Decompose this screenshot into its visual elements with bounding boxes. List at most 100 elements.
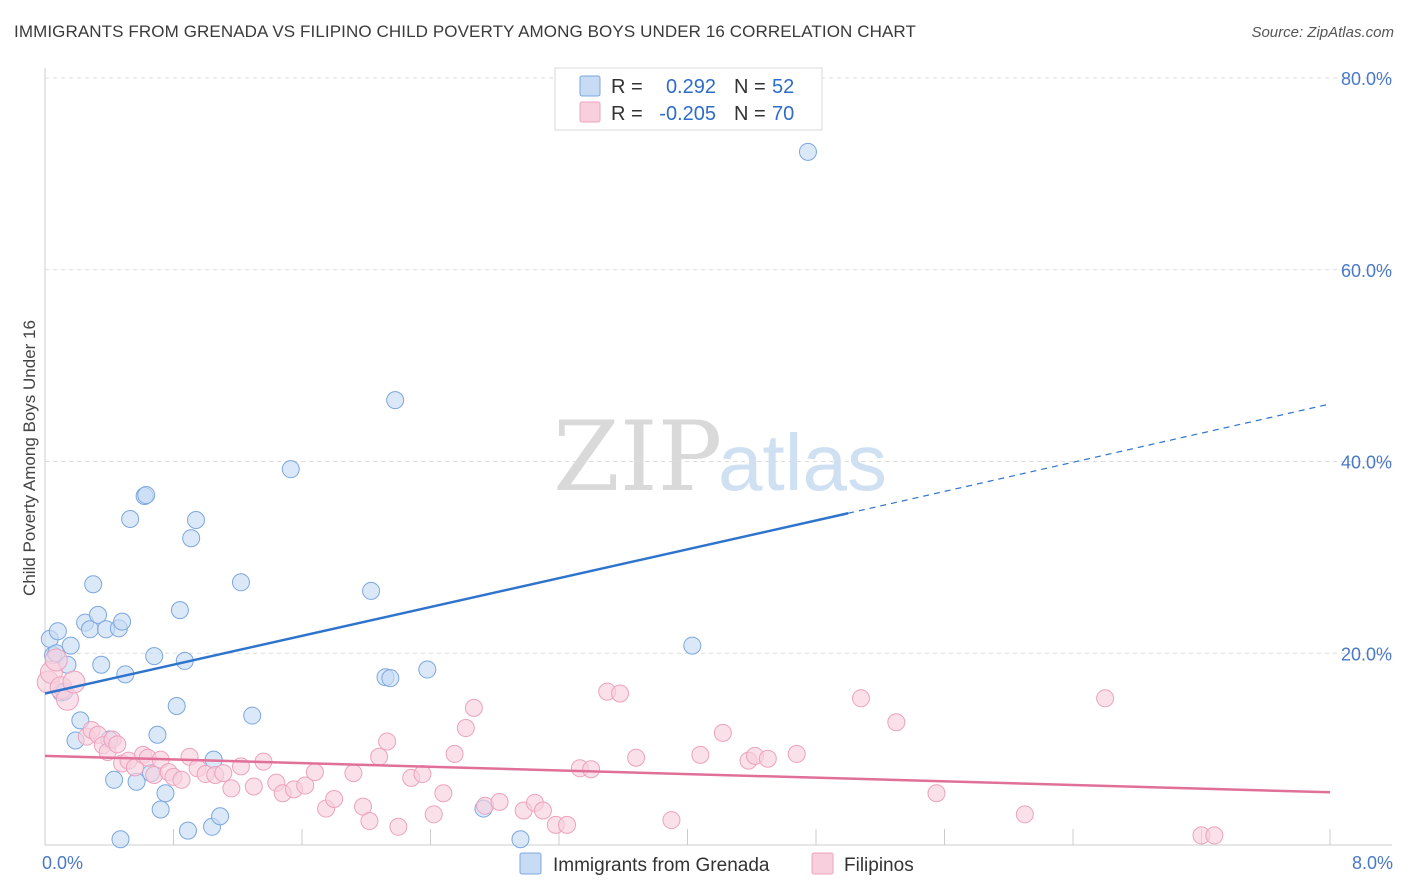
- y-tick-label-3: 80.0%: [1341, 69, 1392, 89]
- filipinos-point: [44, 648, 68, 672]
- grenada-point: [48, 622, 67, 641]
- filipinos-point: [378, 732, 397, 751]
- grenada-point: [84, 575, 103, 594]
- trend-line-grenada: [44, 512, 849, 695]
- watermark-zip: ZIP: [553, 401, 722, 513]
- filipinos-point: [434, 784, 453, 803]
- y-tick-label-1: 40.0%: [1341, 453, 1392, 473]
- grenada-point: [89, 605, 108, 624]
- legend-r-value-filipinos: -0.205: [659, 103, 716, 125]
- trend-line-filipinos: [44, 754, 1331, 794]
- trend-line-grenada-extension: [847, 403, 1331, 514]
- grenada-point: [231, 573, 250, 592]
- x-tick-labels: 0.0% 8.0%: [42, 853, 1393, 873]
- x-tick-label-1: 8.0%: [1352, 853, 1393, 873]
- grenada-point: [511, 830, 530, 849]
- legend: R = 0.292 N = 52 R = -0.205 N = 70: [554, 67, 823, 131]
- grenada-point: [151, 800, 170, 819]
- filipinos-point: [445, 744, 464, 763]
- bottom-legend-label-grenada: Immigrants from Grenada: [553, 855, 770, 876]
- filipinos-point: [490, 792, 509, 811]
- filipinos-point: [214, 764, 233, 783]
- grenada-point: [798, 142, 817, 161]
- filipinos-point: [758, 749, 777, 768]
- grenada-point: [381, 669, 400, 688]
- filipinos-point: [305, 763, 324, 782]
- filipinos-point: [1015, 805, 1034, 824]
- grenada-point: [170, 601, 189, 620]
- grenada-point: [683, 636, 702, 655]
- legend-n-label-filipinos: N =: [734, 103, 766, 125]
- legend-swatch-grenada: [579, 75, 601, 97]
- grenada-point: [137, 486, 156, 505]
- grenada-point: [281, 460, 300, 479]
- grid-lines: [45, 77, 1392, 654]
- grenada-point: [186, 510, 205, 529]
- filipinos-point: [627, 748, 646, 767]
- filipinos-point: [108, 735, 127, 754]
- filipinos-point: [558, 815, 577, 834]
- legend-swatch-filipinos: [579, 101, 601, 123]
- bottom-legend: Immigrants from Grenada Filipinos: [519, 852, 914, 876]
- legend-r-label-filipinos: R =: [611, 103, 643, 125]
- filipinos-point: [611, 684, 630, 703]
- grenada-point: [92, 655, 111, 674]
- legend-n-label-grenada: N =: [734, 76, 766, 98]
- y-tick-label-2: 60.0%: [1341, 261, 1392, 281]
- bottom-legend-swatch-filipinos: [811, 852, 834, 875]
- chart-source: Source: ZipAtlas.com: [1251, 24, 1394, 41]
- y-tick-labels: 20.0% 40.0% 60.0% 80.0%: [1341, 69, 1392, 664]
- grenada-point: [386, 391, 405, 410]
- filipinos-point: [662, 811, 681, 830]
- watermark-atlas: atlas: [718, 418, 887, 507]
- y-tick-label-0: 20.0%: [1341, 644, 1392, 664]
- filipinos-point: [370, 747, 389, 766]
- legend-r-label-grenada: R =: [611, 76, 643, 98]
- legend-n-value-filipinos: 70: [772, 103, 794, 125]
- grenada-point: [211, 807, 230, 826]
- grenada-point: [243, 706, 262, 725]
- filipinos-point: [172, 770, 191, 789]
- filipinos-point: [927, 784, 946, 803]
- filipinos-point: [296, 776, 315, 795]
- grenada-point: [145, 647, 164, 666]
- filipinos-point: [344, 764, 363, 783]
- grenada-point: [61, 636, 80, 655]
- filipinos-point: [389, 817, 408, 836]
- filipinos-point: [360, 812, 379, 831]
- trend-lines: [44, 403, 1331, 794]
- watermark: ZIP atlas: [553, 401, 887, 513]
- bottom-legend-swatch-grenada: [519, 852, 542, 875]
- filipinos-point: [887, 713, 906, 732]
- grenada-point: [178, 821, 197, 840]
- filipinos-point: [1205, 826, 1224, 845]
- grenada-point: [121, 510, 140, 529]
- filipinos-point: [851, 689, 870, 708]
- filipinos-point: [424, 805, 443, 824]
- grenada-point: [167, 696, 186, 715]
- legend-r-value-grenada: 0.292: [666, 76, 716, 98]
- grenada-point: [362, 581, 381, 600]
- filipinos-point: [533, 801, 552, 820]
- filipinos-point: [713, 723, 732, 742]
- legend-n-value-grenada: 52: [772, 76, 794, 98]
- grenada-point: [148, 725, 167, 744]
- grenada-point: [418, 660, 437, 679]
- filipinos-point: [244, 777, 263, 796]
- filipinos-point: [691, 745, 710, 764]
- grenada-point: [156, 784, 175, 803]
- bottom-legend-label-filipinos: Filipinos: [844, 855, 914, 876]
- filipinos-point: [413, 765, 432, 784]
- filipinos-point: [222, 779, 241, 798]
- grenada-point: [182, 529, 201, 548]
- grenada-point: [113, 612, 132, 631]
- y-axis-label: Child Poverty Among Boys Under 16: [20, 320, 39, 596]
- chart-title: IMMIGRANTS FROM GRENADA VS FILIPINO CHIL…: [14, 22, 916, 41]
- filipinos-point: [787, 744, 806, 763]
- grenada-point: [105, 770, 124, 789]
- filipinos-point: [1096, 689, 1115, 708]
- filipinos-point: [582, 760, 601, 779]
- grenada-point: [111, 830, 130, 849]
- x-tick-label-0: 0.0%: [42, 853, 83, 873]
